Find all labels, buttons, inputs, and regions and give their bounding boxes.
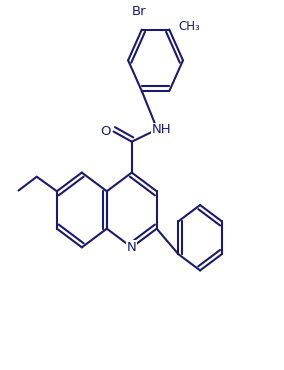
Text: N: N xyxy=(127,241,137,254)
Text: CH₃: CH₃ xyxy=(178,20,200,33)
Text: NH: NH xyxy=(152,123,172,136)
Text: O: O xyxy=(101,125,111,138)
Text: Br: Br xyxy=(132,5,146,18)
